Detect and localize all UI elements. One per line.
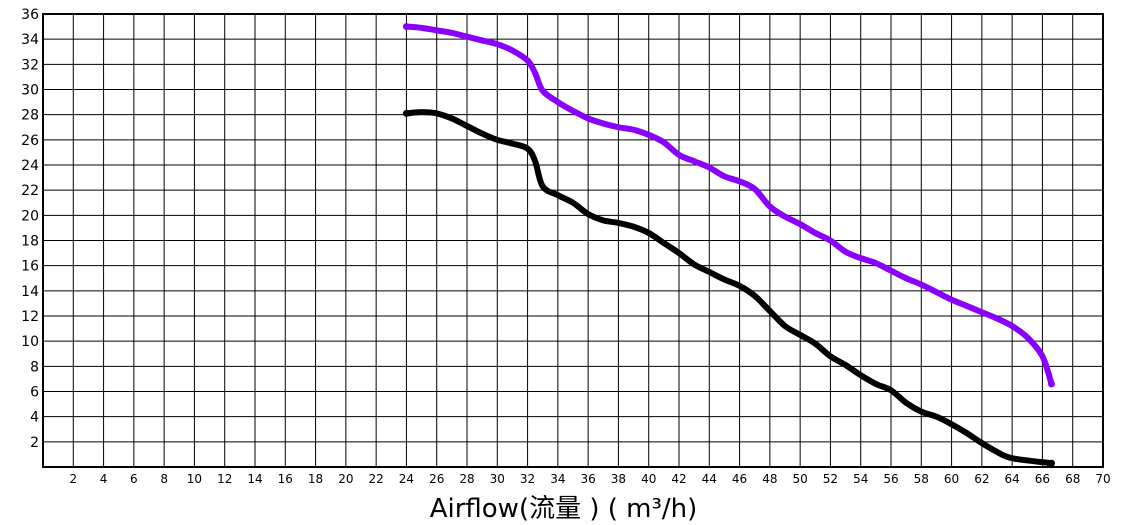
grid-layer — [43, 13, 1104, 467]
y-tick-label: 18 — [21, 234, 39, 250]
x-tick-label: 40 — [641, 472, 656, 486]
x-tick-label: 64 — [1005, 472, 1020, 486]
x-tick-label: 48 — [762, 472, 777, 486]
x-tick-label: 68 — [1065, 472, 1080, 486]
x-tick-label: 44 — [702, 472, 717, 486]
x-tick-label: 52 — [823, 472, 838, 486]
x-tick-label: 36 — [581, 472, 596, 486]
x-tick-label: 70 — [1095, 472, 1110, 486]
x-tick-label: 62 — [974, 472, 989, 486]
y-tick-label: 26 — [21, 133, 39, 149]
x-tick-label: 14 — [247, 472, 262, 486]
y-tick-label: 20 — [21, 208, 39, 224]
y-tick-label: 22 — [21, 183, 39, 199]
series-1-start-point — [402, 23, 410, 31]
x-tick-label: 56 — [883, 472, 898, 486]
x-tick-label: 6 — [130, 472, 138, 486]
y-tick-label: 36 — [21, 7, 39, 23]
x-tick-label: 34 — [550, 472, 565, 486]
x-tick-label: 50 — [793, 472, 808, 486]
x-tick-label: 10 — [187, 472, 202, 486]
y-tick-label: 12 — [21, 309, 39, 325]
x-tick-label: 46 — [732, 472, 747, 486]
series-1-end-point — [1048, 380, 1056, 388]
series-layer — [402, 23, 1056, 467]
series-line-2 — [403, 109, 1055, 467]
x-tick-label: 22 — [369, 472, 384, 486]
y-tick-label: 4 — [30, 410, 39, 426]
y-tick-label: 28 — [21, 108, 39, 124]
x-tick-label: 16 — [278, 472, 293, 486]
y-tick-label: 8 — [30, 359, 39, 375]
y-tick-label: 16 — [21, 259, 39, 275]
x-tick-label: 12 — [217, 472, 232, 486]
y-tick-label: 30 — [21, 83, 39, 99]
y-tick-label: 32 — [21, 57, 39, 73]
x-tick-label: 42 — [671, 472, 686, 486]
x-axis-title: Airflow(流量 ) ( m³/h) — [429, 494, 698, 524]
x-tick-label: 60 — [944, 472, 959, 486]
y-tick-label: 10 — [21, 334, 39, 350]
x-tick-label: 66 — [1035, 472, 1050, 486]
x-tick-label: 24 — [399, 472, 414, 486]
x-tick-label: 28 — [459, 472, 474, 486]
y-tick-label: 24 — [21, 158, 39, 174]
x-tick-label: 38 — [611, 472, 626, 486]
x-tick-label: 32 — [520, 472, 535, 486]
x-tick-label: 20 — [338, 472, 353, 486]
x-tick-label: 18 — [308, 472, 323, 486]
series-line-1 — [403, 23, 1055, 387]
series-2-end-point — [1048, 459, 1056, 467]
x-tick-label: 26 — [429, 472, 444, 486]
tick-label-layer: 2 4 6 8 10 12 14 16 18 20 22 24 26 28 30 32 34 36 38 40 42 44… — [21, 7, 1110, 486]
series-2-start-point — [402, 109, 410, 117]
y-tick-label: 14 — [21, 284, 39, 300]
y-tick-label: 2 — [30, 435, 39, 451]
x-tick-label: 30 — [490, 472, 505, 486]
y-tick-label: 6 — [30, 385, 39, 401]
plot-frame — [42, 13, 1104, 468]
x-tick-label: 58 — [914, 472, 929, 486]
x-tick-label: 54 — [853, 472, 868, 486]
x-tick-label: 4 — [100, 472, 108, 486]
x-tick-label: 2 — [69, 472, 77, 486]
x-tick-label: 8 — [160, 472, 168, 486]
y-tick-label: 34 — [21, 32, 39, 48]
